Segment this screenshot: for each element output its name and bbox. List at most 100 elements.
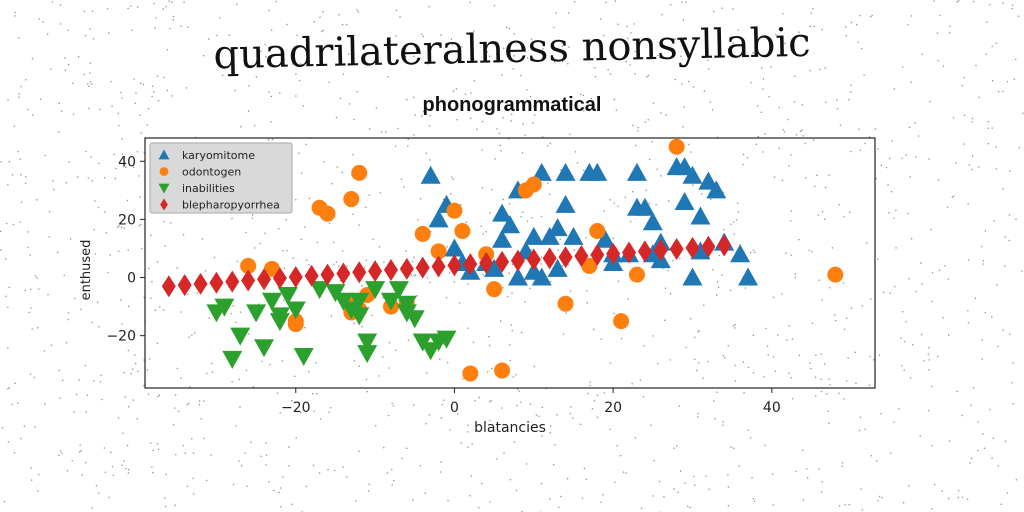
noise-speck [633,23,635,25]
noise-speck [721,274,723,276]
noise-speck [549,193,551,195]
noise-speck [656,168,658,170]
noise-speck [721,7,723,9]
noise-speck [850,307,853,309]
karyomitome-point [420,165,441,184]
noise-speck [870,298,872,300]
plot-area [161,138,844,382]
noise-speck [387,414,390,417]
karyomitome-point [674,191,695,210]
noise-speck [812,8,814,10]
noise-speck [956,390,958,392]
noise-speck [67,29,69,32]
noise-speck [673,39,675,41]
noise-speck [562,333,565,335]
noise-speck [208,317,210,319]
noise-speck [382,356,384,358]
noise-speck [582,94,584,97]
legend-marker-odontogen [159,167,169,176]
noise-speck [143,359,145,361]
odontogen-point [589,223,606,240]
noise-speck [24,182,27,185]
noise-speck [93,380,95,382]
noise-speck [859,416,862,418]
karyomitome-point [531,267,552,286]
noise-speck [594,75,597,78]
noise-speck [191,438,193,440]
noise-speck [84,364,86,367]
noise-speck [332,263,335,265]
noise-speck [750,82,752,84]
noise-speck [836,99,838,101]
noise-speck [221,74,224,76]
noise-speck [488,344,491,346]
noise-speck [452,90,455,92]
noise-speck [562,265,564,267]
noise-speck [132,368,134,370]
noise-speck [180,25,182,27]
noise-speck [319,418,322,420]
noise-speck [1004,236,1006,238]
noise-speck [843,328,846,330]
noise-speck [534,114,536,116]
noise-speck [405,250,407,252]
noise-speck [903,502,905,504]
noise-speck [183,1,185,3]
noise-speck [470,475,472,477]
noise-speck [515,374,517,376]
noise-speck [502,198,504,201]
noise-speck [763,376,765,378]
noise-speck [875,460,878,462]
noise-speck [791,398,794,400]
noise-speck [94,200,96,202]
noise-speck [785,252,787,254]
noise-speck [97,206,100,209]
noise-speck [585,237,587,239]
noise-speck [245,232,247,234]
noise-speck [203,437,205,440]
noise-speck [58,102,60,105]
noise-speck [526,57,529,59]
noise-speck [824,67,826,69]
noise-speck [613,202,615,204]
noise-speck [238,378,240,381]
noise-speck [119,215,121,217]
noise-speck [121,138,123,140]
noise-speck [156,261,158,263]
noise-speck [553,26,555,29]
noise-speck [295,95,297,97]
noise-speck [0,249,2,251]
odontogen-point [827,266,844,283]
noise-speck [150,234,152,236]
noise-speck [282,476,284,478]
karyomitome-point [428,209,449,228]
noise-speck [467,446,469,448]
noise-speck [1004,265,1006,267]
noise-speck [490,399,492,402]
noise-speck [439,471,442,473]
noise-speck [643,345,645,347]
noise-speck [838,204,840,206]
noise-speck [440,461,442,463]
noise-speck [429,58,431,61]
noise-speck [968,164,970,166]
noise-speck [413,256,415,258]
noise-speck [500,150,502,152]
noise-speck [482,233,484,235]
noise-speck [338,265,340,267]
noise-speck [25,176,27,178]
noise-speck [137,370,139,372]
odontogen-point [454,223,471,240]
noise-speck [58,454,60,457]
noise-speck [164,505,167,508]
noise-speck [140,132,143,134]
noise-speck [172,19,174,21]
noise-speck [670,4,672,6]
noise-speck [176,267,178,269]
noise-speck [655,203,657,206]
noise-speck [414,274,417,276]
noise-speck [123,372,125,374]
noise-speck [821,28,823,31]
noise-speck [85,150,87,153]
noise-speck [772,473,774,475]
